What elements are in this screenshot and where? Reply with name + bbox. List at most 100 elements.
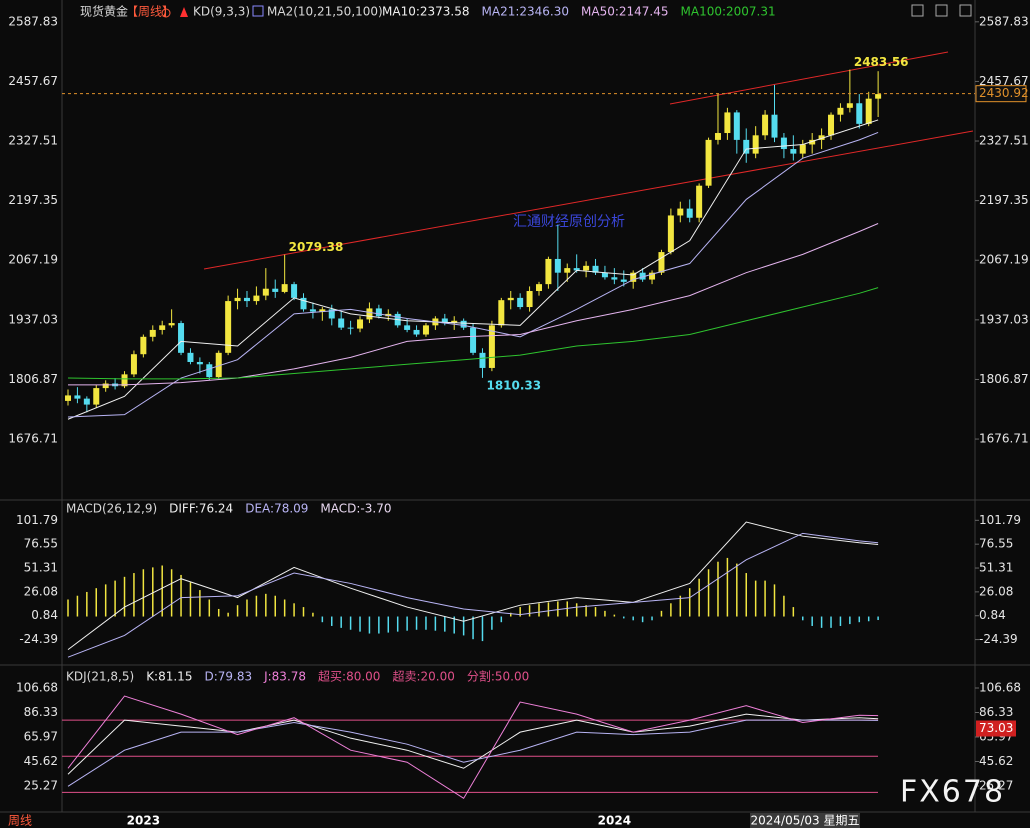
y-tick-label: 106.68 <box>979 681 1021 695</box>
series-line <box>67 719 879 787</box>
period[interactable]: 【周线】 <box>126 5 174 19</box>
candle-body <box>253 295 260 302</box>
candle-body <box>328 309 335 319</box>
candle-body <box>319 309 326 312</box>
ma-icon <box>252 5 264 17</box>
indicator: KD(9,3,3) <box>193 5 250 19</box>
candle-body <box>168 323 175 326</box>
candle-body <box>422 325 429 335</box>
y-tick-label: 2197.35 <box>979 193 1029 207</box>
candle-body <box>517 297 524 308</box>
candle-body <box>281 284 288 292</box>
crosshair-box <box>976 720 1016 737</box>
candle-body <box>140 336 147 355</box>
candle-body <box>300 297 307 310</box>
icon[interactable] <box>935 4 948 17</box>
legend-entry: KDJ(21,8,5) <box>66 670 134 684</box>
legend-entry: 超买:80.00 <box>318 669 380 684</box>
y-tick-label: -24.39 <box>979 632 1018 646</box>
y-tick-label: 2327.51 <box>979 134 1029 148</box>
legend-entry: D:79.83 <box>204 670 252 684</box>
y-tick-label: 1806.87 <box>8 372 58 386</box>
y-tick-label: 2457.67 <box>8 74 58 88</box>
y-tick-label: 86.33 <box>24 705 58 719</box>
last-price-label: 2430.92 <box>979 86 1029 100</box>
candle-body <box>441 318 448 324</box>
candle-body <box>234 297 241 302</box>
candle-body <box>790 149 797 154</box>
candle-body <box>149 329 156 337</box>
candle-body <box>545 258 552 285</box>
candle-body <box>630 272 637 282</box>
y-tick-label: 2327.51 <box>8 134 58 148</box>
candle-body <box>583 265 590 271</box>
y-tick-label: 101.79 <box>979 513 1021 527</box>
legend-entry: MA21:2346.30 <box>482 5 570 19</box>
candle-body <box>130 354 137 375</box>
candle-body <box>206 364 213 378</box>
window-icons[interactable] <box>911 4 972 17</box>
y-tick-label: 2067.19 <box>8 253 58 267</box>
candle-body <box>498 300 505 326</box>
y-tick-label: -24.39 <box>19 632 58 646</box>
candle-body <box>347 327 354 329</box>
series-line <box>67 287 879 380</box>
price-annotation: 2079.38 <box>289 240 344 254</box>
y-tick-label: 106.68 <box>16 681 58 695</box>
candle-body <box>611 277 618 280</box>
candle-body <box>799 144 806 154</box>
candle-body <box>187 352 194 362</box>
y-tick-label: 25.27 <box>24 778 58 792</box>
y-tick-label: 1676.71 <box>8 432 58 446</box>
y-tick-label: 1937.03 <box>8 312 58 326</box>
candle-body <box>649 272 656 280</box>
candle-body <box>159 325 166 330</box>
candle-body <box>696 185 703 218</box>
candle-body <box>215 352 222 378</box>
candle-body <box>677 208 684 216</box>
series-line <box>67 532 879 658</box>
y-tick-label: 2587.83 <box>8 14 58 28</box>
legend-entry: 超卖:20.00 <box>392 669 454 684</box>
trend-line <box>203 130 974 270</box>
candle-body <box>309 309 316 312</box>
candle-body <box>262 288 269 296</box>
candle-body <box>620 279 627 282</box>
settings-icon[interactable] <box>161 8 171 18</box>
candle-body <box>479 352 486 368</box>
series-line <box>67 695 879 800</box>
candle-body <box>705 139 712 186</box>
candle-body <box>272 288 279 292</box>
candle-body <box>762 114 769 136</box>
candle-body <box>733 112 740 140</box>
candle-body <box>460 320 467 328</box>
candle-body <box>196 361 203 365</box>
candle-body <box>93 388 100 405</box>
icon[interactable] <box>911 4 924 17</box>
candle-body <box>837 107 844 115</box>
candle-body <box>375 308 382 317</box>
candle-body <box>686 208 693 218</box>
candle-body <box>639 272 646 280</box>
price-annotation: 2483.56 <box>854 55 909 69</box>
logo: FX678 <box>900 775 1005 810</box>
legend-entry: 分割:50.00 <box>467 669 529 684</box>
candle-body <box>752 135 759 154</box>
candle-body <box>74 395 81 399</box>
candle-body <box>65 395 71 401</box>
candle-body <box>865 98 872 124</box>
cursor-date: 2024/05/03 星期五 <box>751 814 860 828</box>
y-tick-label: 2197.35 <box>8 193 58 207</box>
candle-body <box>667 215 674 253</box>
candle-body <box>743 139 750 154</box>
candle-body <box>658 252 665 273</box>
candle-body <box>507 297 514 301</box>
y-tick-label: 0.84 <box>979 608 1006 622</box>
icon[interactable] <box>959 4 972 17</box>
footer-period[interactable]: 周线 <box>8 814 32 828</box>
y-tick-label: 51.31 <box>979 561 1013 575</box>
y-tick-label: 76.55 <box>24 537 58 551</box>
date-box <box>750 813 860 828</box>
legend-entry: MACD:-3.70 <box>320 502 391 516</box>
